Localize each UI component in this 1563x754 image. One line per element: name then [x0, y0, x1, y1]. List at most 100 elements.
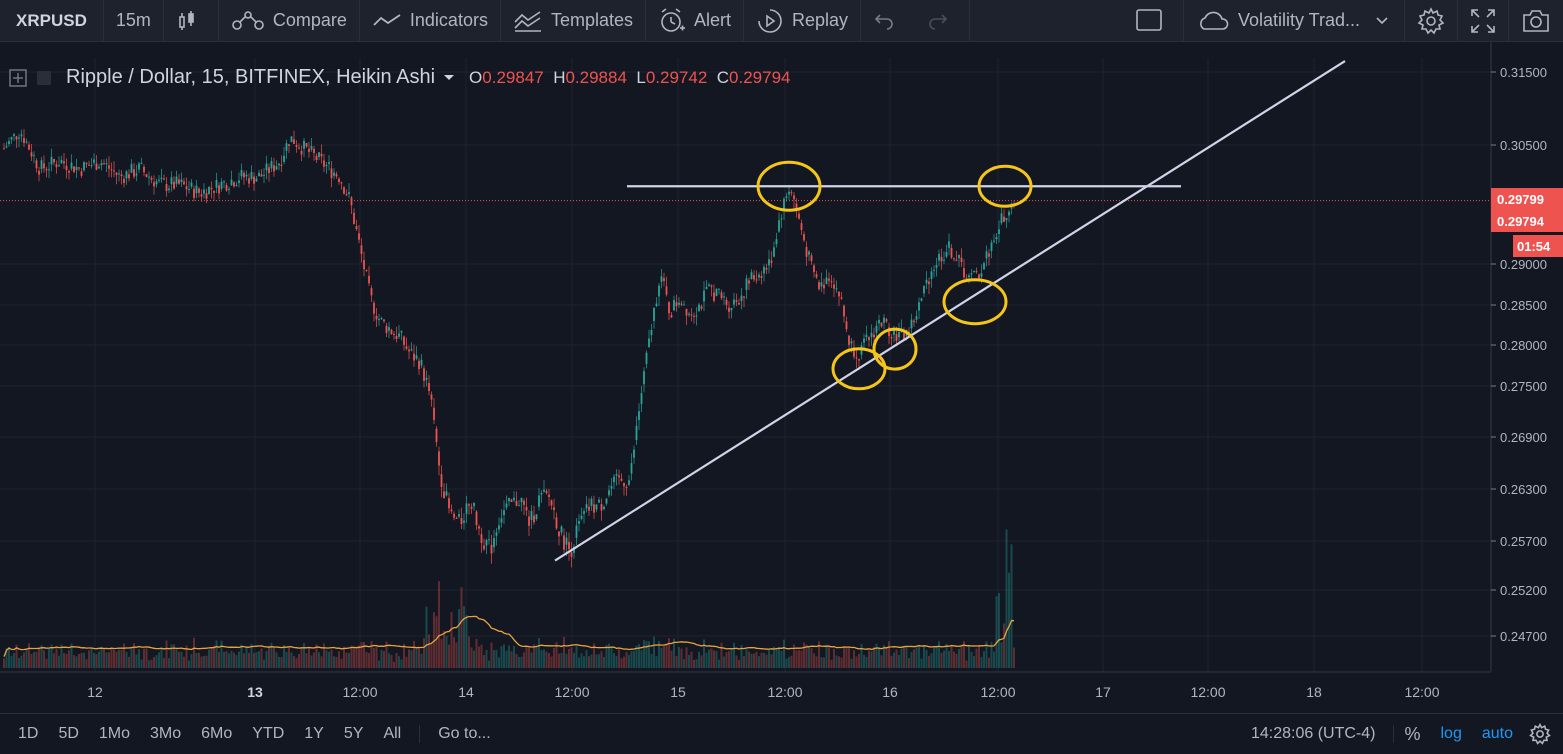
alert-button[interactable]: Alert: [646, 0, 745, 42]
auto-toggle[interactable]: auto: [1481, 725, 1513, 742]
volume-bar: [903, 646, 905, 668]
volume-bar: [568, 648, 570, 668]
range-button-3mo[interactable]: 3Mo: [150, 724, 182, 742]
range-button-6mo[interactable]: 6Mo: [201, 724, 233, 742]
percent-toggle[interactable]: %: [1404, 723, 1421, 744]
volume-bar: [530, 652, 533, 668]
candle-body: [58, 165, 60, 167]
volume-bar: [1003, 623, 1005, 668]
fullscreen-layout-button[interactable]: [1123, 0, 1184, 42]
compare-button[interactable]: Compare: [219, 0, 360, 42]
volume-bar: [40, 645, 43, 668]
volume-bar: [408, 649, 410, 668]
log-toggle[interactable]: log: [1440, 725, 1462, 742]
volume-bar: [263, 659, 265, 668]
gear-icon[interactable]: [1529, 723, 1551, 745]
candle-body: [703, 290, 705, 302]
candle-body: [470, 506, 473, 509]
symbol-search[interactable]: XRPUSD: [0, 0, 104, 42]
undo-button[interactable]: [861, 0, 915, 42]
settings-button[interactable]: [1405, 0, 1458, 42]
candle-body: [5, 146, 8, 148]
candle-body: [18, 137, 20, 139]
candle-body: [263, 174, 265, 176]
candle-body: [138, 163, 140, 170]
open-value: 0.29847: [482, 67, 544, 87]
fullscreen-button[interactable]: [1458, 0, 1509, 42]
volume-bar: [630, 651, 633, 668]
volume-bar: [838, 656, 840, 668]
clock-label[interactable]: 14:28:06 (UTC-4): [1233, 725, 1395, 743]
volume-bar: [15, 644, 18, 668]
candle-body: [765, 267, 768, 270]
volume-bar: [278, 656, 280, 668]
legend-title[interactable]: Ripple / Dollar, 15, BITFINEX, Heikin As…: [66, 66, 436, 88]
alert-label: Alert: [694, 10, 732, 30]
candle-body: [53, 158, 55, 163]
candle-body: [890, 336, 893, 339]
snapshot-button[interactable]: [1509, 0, 1563, 42]
interval-selector[interactable]: 15m: [104, 0, 164, 42]
chevron-down-icon[interactable]: [441, 72, 457, 84]
expand-icon: [1471, 8, 1495, 33]
layout-selector[interactable]: Volatility Trad...: [1184, 0, 1405, 42]
volume-bar: [90, 648, 93, 668]
volume-bar: [1000, 642, 1003, 668]
candle-body: [408, 349, 410, 352]
volume-bar: [973, 656, 975, 668]
chart-style-button[interactable]: [164, 0, 219, 42]
price-axis[interactable]: 0.31500 0.30500 0.29000 0.28500 0.28000 0.275…: [1491, 65, 1547, 644]
volume-bar: [453, 637, 455, 668]
range-button-1mo[interactable]: 1Mo: [98, 724, 131, 742]
candle-body: [85, 162, 88, 165]
support-trendline[interactable]: [554, 60, 1346, 562]
templates-button[interactable]: Templates: [501, 0, 646, 42]
candle-body: [533, 515, 535, 523]
range-button-all[interactable]: All: [383, 724, 402, 742]
range-button-5d[interactable]: 5D: [58, 724, 79, 742]
price-chart[interactable]: 0.31500 0.30500 0.29000 0.28500 0.28000 0.275…: [0, 42, 1563, 713]
candle-body: [123, 178, 125, 183]
range-button-5y[interactable]: 5Y: [343, 724, 364, 742]
volume-bar: [700, 655, 703, 668]
candle-body: [300, 150, 303, 155]
candle-body: [235, 184, 238, 186]
volume-bar: [743, 655, 745, 668]
candle-body: [775, 239, 778, 245]
goto-button[interactable]: Go to...: [419, 724, 500, 743]
volume-bar: [75, 656, 78, 668]
low-value: 0.29742: [645, 67, 708, 87]
indicators-button[interactable]: Indicators: [360, 0, 501, 42]
candle-body: [685, 308, 688, 316]
volume-bar: [353, 647, 355, 668]
time-axis[interactable]: 12 13 12:00 14 12:00 15 12:00 16 12:00 17 12:00 18 1…: [87, 684, 1440, 700]
range-button-1d[interactable]: 1D: [18, 724, 39, 742]
volume-bar: [635, 645, 638, 668]
volume-bar: [450, 612, 453, 668]
volume-bar: [753, 653, 755, 668]
range-button-ytd[interactable]: YTD: [252, 724, 285, 742]
replay-button[interactable]: Replay: [744, 0, 862, 42]
volume-bar: [663, 645, 665, 668]
volume-bar: [383, 651, 385, 668]
volume-bar: [220, 640, 223, 668]
volume-bar: [430, 643, 433, 668]
candle-body: [665, 286, 668, 295]
volume-bar: [848, 648, 850, 668]
volume-bar: [768, 649, 770, 668]
volume-bar: [493, 650, 495, 668]
volume-bar: [440, 638, 443, 668]
collapse-legend-icon[interactable]: [8, 68, 28, 88]
volume-bar: [720, 642, 723, 668]
redo-button[interactable]: [915, 0, 971, 42]
candle-body: [635, 425, 638, 440]
candle-body: [485, 539, 488, 546]
price-marker-top: 0.29799: [1497, 192, 1544, 207]
open-label: O: [469, 67, 483, 87]
volume-bar: [30, 653, 33, 668]
range-button-1y[interactable]: 1Y: [304, 724, 324, 742]
volume-bar: [340, 658, 343, 668]
volume-bar: [870, 651, 873, 668]
candle-body: [218, 185, 220, 194]
volume-bar: [765, 654, 768, 668]
